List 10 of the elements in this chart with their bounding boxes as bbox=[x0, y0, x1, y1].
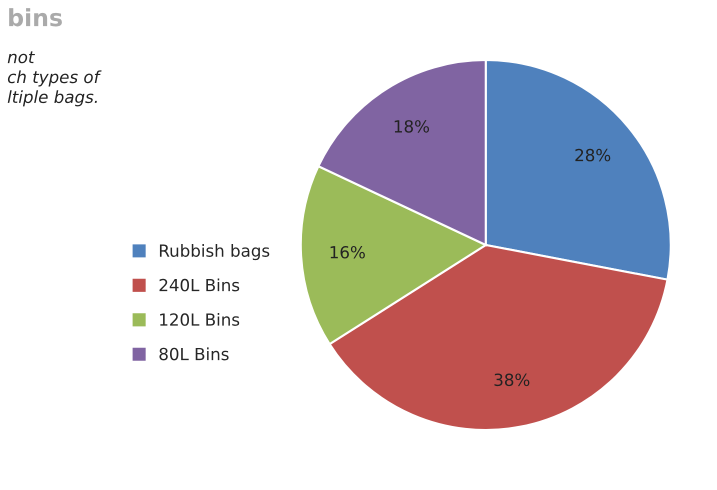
legend-label: Rubbish bags bbox=[160, 244, 270, 260]
data-label: 38% bbox=[494, 374, 530, 386]
data-label: 18% bbox=[394, 120, 430, 133]
chart-title: bins bbox=[9, 8, 62, 26]
legend-label: 80L Bins bbox=[159, 347, 229, 360]
legend-label: 240L Bins bbox=[160, 278, 240, 292]
data-label: 28% bbox=[575, 148, 610, 162]
text: not ch types of ltiple bags. bbox=[8, 51, 102, 106]
data-label: 16% bbox=[330, 246, 365, 259]
legend-label: 120L Bins bbox=[160, 312, 240, 326]
